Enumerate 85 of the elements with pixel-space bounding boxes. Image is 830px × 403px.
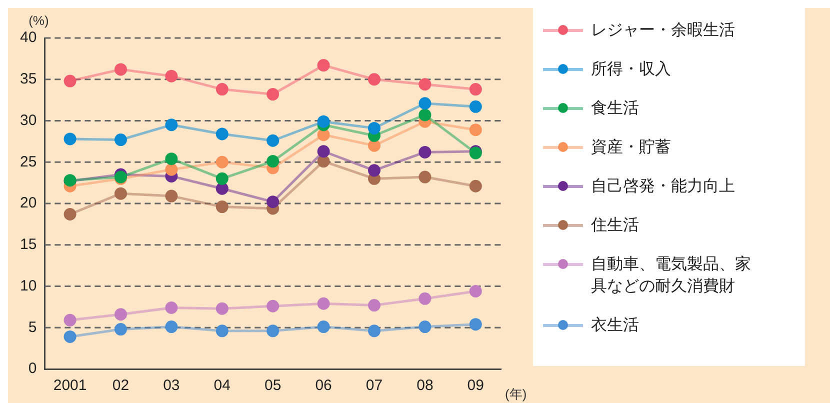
- point: [418, 97, 432, 110]
- point: [216, 324, 228, 338]
- x-tick-label: 05: [264, 377, 282, 394]
- point: [469, 180, 482, 192]
- point: [317, 59, 330, 72]
- legend-label: 食生活: [591, 98, 640, 119]
- point: [266, 300, 280, 312]
- y-tick-label: 30: [20, 112, 37, 129]
- point: [165, 118, 178, 132]
- y-tick-label: 0: [28, 360, 37, 378]
- legend-label: 住生活: [591, 216, 640, 236]
- point: [317, 128, 330, 142]
- point: [64, 132, 76, 146]
- point: [165, 70, 178, 82]
- x-tick-label: 06: [315, 377, 332, 394]
- y-tick-label: 40: [20, 29, 37, 46]
- x-tick-label: 03: [163, 377, 180, 394]
- point: [165, 302, 178, 314]
- point: [266, 324, 280, 338]
- point: [418, 78, 432, 91]
- point: [114, 187, 127, 200]
- point: [418, 170, 432, 184]
- point: [114, 134, 127, 146]
- point: [317, 320, 330, 334]
- point: [469, 284, 482, 298]
- point: [368, 139, 380, 152]
- point: [114, 308, 127, 321]
- point: [216, 83, 228, 96]
- point: [317, 297, 330, 310]
- point: [266, 88, 280, 101]
- x-tick-label: 07: [366, 377, 383, 394]
- point: [216, 182, 228, 195]
- point: [368, 122, 380, 134]
- legend-label: 衣生活: [591, 316, 640, 336]
- y-tick-label: 35: [20, 70, 37, 88]
- x-tick-label: 09: [467, 377, 484, 394]
- point: [165, 320, 178, 334]
- point: [165, 163, 178, 176]
- point: [469, 124, 482, 136]
- point: [216, 128, 228, 140]
- y-tick-label: 10: [20, 277, 37, 294]
- point: [469, 83, 482, 96]
- legend-label: レジャー・余暇生活: [591, 20, 736, 41]
- point: [368, 164, 380, 177]
- point: [64, 74, 76, 88]
- point: [317, 115, 330, 128]
- legend-label: 資産・貯蓄: [591, 138, 672, 158]
- legend-label: 所得・収入: [591, 60, 672, 80]
- point: [418, 146, 432, 158]
- point: [64, 314, 76, 326]
- point: [165, 152, 178, 166]
- point: [114, 323, 127, 336]
- point: [418, 320, 432, 334]
- point: [216, 156, 228, 168]
- legend-label: 自己啓発・能力向上: [591, 176, 736, 197]
- legend-label: 自動車、電気製品、家具などの耐久消費財: [591, 254, 752, 297]
- x-tick-label: 2001: [53, 377, 87, 394]
- y-axis-title: (%): [28, 13, 49, 28]
- point: [317, 145, 330, 158]
- point: [216, 302, 228, 315]
- y-tick-label: 25: [20, 153, 37, 170]
- point: [368, 324, 380, 338]
- point: [114, 63, 127, 76]
- point: [469, 100, 482, 113]
- point: [216, 172, 228, 185]
- x-tick-label: 04: [214, 377, 230, 394]
- point: [317, 155, 330, 168]
- x-tick-label: 02: [112, 377, 130, 394]
- y-tick-label: 15: [20, 236, 37, 254]
- point: [368, 73, 380, 86]
- point: [266, 155, 280, 168]
- point: [64, 330, 76, 343]
- y-tick-label: 20: [20, 194, 37, 212]
- point: [266, 196, 280, 208]
- point: [469, 318, 482, 331]
- x-axis-title: (年): [505, 386, 527, 402]
- point: [266, 134, 280, 147]
- point: [368, 299, 380, 312]
- point: [216, 200, 228, 214]
- point: [165, 190, 178, 202]
- point: [418, 292, 432, 305]
- x-tick-label: 08: [416, 377, 434, 394]
- point: [64, 208, 76, 221]
- y-tick-label: 5: [28, 318, 37, 336]
- point: [418, 108, 432, 122]
